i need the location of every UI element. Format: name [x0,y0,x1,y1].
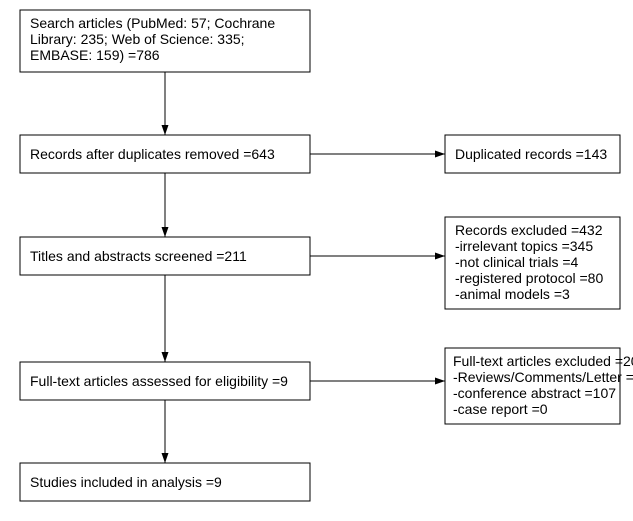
arrowhead-dedup-screened [162,227,169,237]
node-search-line-0: Search articles (PubMed: 57; Cochrane [30,15,275,31]
node-fulltext-line-0: Full-text articles assessed for eligibil… [30,373,288,389]
arrowhead-dedup-dup_out [435,151,445,158]
node-dup_out-line-0: Duplicated records =143 [455,146,607,162]
arrowhead-screened-fulltext [162,352,169,362]
node-screened: Titles and abstracts screened =211 [20,237,310,275]
node-search: Search articles (PubMed: 57; CochraneLib… [20,10,310,72]
node-excl1-line-0: Records excluded =432 [455,222,603,238]
node-included: Studies included in analysis =9 [20,463,310,501]
node-dedup-line-0: Records after duplicates removed =643 [30,146,275,162]
prisma-flowchart: Search articles (PubMed: 57; CochraneLib… [0,0,633,521]
node-excl1-line-4: -animal models =3 [455,286,570,302]
node-excl1-line-1: -irrelevant topics =345 [455,238,593,254]
arrowhead-fulltext-included [162,453,169,463]
node-search-line-2: EMBASE: 159) =786 [30,47,160,63]
arrowhead-screened-excl1 [435,253,445,260]
node-fulltext: Full-text articles assessed for eligibil… [20,362,310,400]
node-dup_out: Duplicated records =143 [445,135,620,173]
node-excl2: Full-text articles excluded =202-Reviews… [445,348,633,424]
node-excl2-line-1: -Reviews/Comments/Letter =95 [453,369,633,385]
node-excl2-line-2: -conference abstract =107 [453,385,616,401]
node-dedup: Records after duplicates removed =643 [20,135,310,173]
arrowhead-search-dedup [162,125,169,135]
node-excl1-line-3: -registered protocol =80 [455,270,603,286]
node-excl2-line-3: -case report =0 [453,401,548,417]
arrowhead-fulltext-excl2 [435,378,445,385]
node-screened-line-0: Titles and abstracts screened =211 [30,248,247,264]
node-excl1-line-2: -not clinical trials =4 [455,254,579,270]
node-excl1: Records excluded =432-irrelevant topics … [445,217,620,309]
node-search-line-1: Library: 235; Web of Science: 335; [30,31,245,47]
node-excl2-line-0: Full-text articles excluded =202 [453,353,633,369]
node-included-line-0: Studies included in analysis =9 [30,474,222,490]
